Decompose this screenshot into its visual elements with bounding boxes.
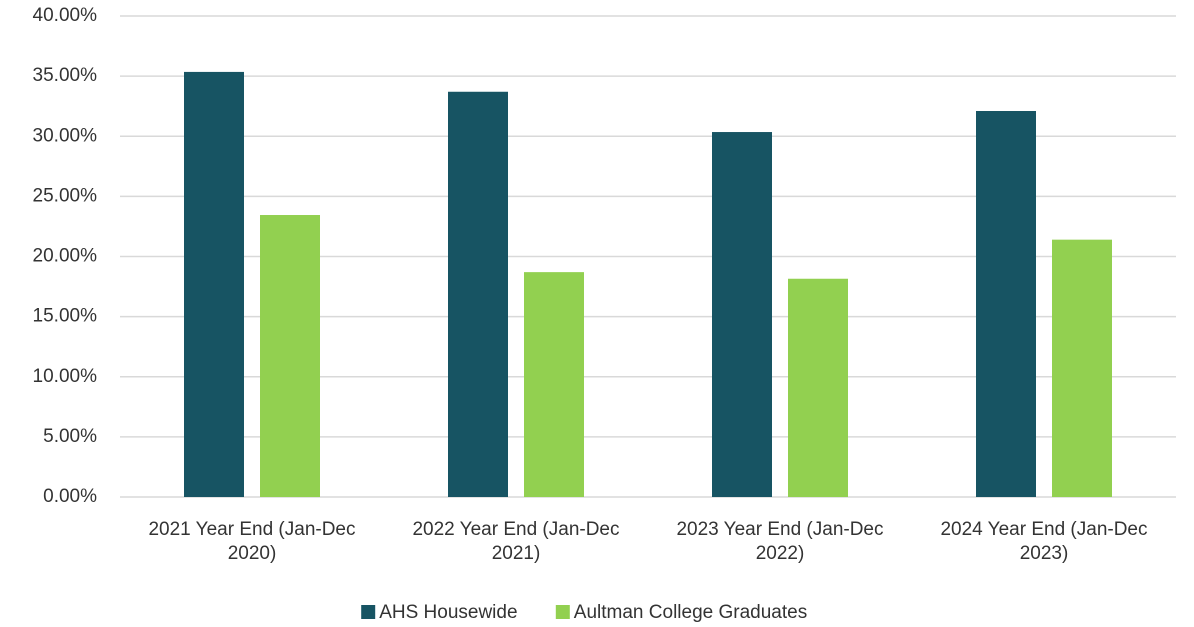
y-tick-label: 0.00% xyxy=(43,486,97,507)
bar xyxy=(976,110,1036,497)
x-tick-label: 2021 Year End (Jan-Dec 2020) xyxy=(148,519,356,564)
y-tick-label: 20.00% xyxy=(33,246,98,267)
bar xyxy=(448,91,508,497)
bar xyxy=(712,132,772,497)
x-tick-label: 2022 Year End (Jan-Dec 2021) xyxy=(412,519,620,564)
y-tick-label: 25.00% xyxy=(33,185,98,206)
bar xyxy=(260,215,320,498)
x-tick-label: 2023 Year End (Jan-Dec 2022) xyxy=(676,519,884,564)
bar xyxy=(788,278,848,497)
y-tick-label: 15.00% xyxy=(33,306,98,327)
legend-label: AHS Housewide xyxy=(379,602,517,623)
legend-swatch xyxy=(361,605,376,619)
legend-label: Aultman College Graduates xyxy=(574,602,807,623)
x-tick-label: 2024 Year End (Jan-Dec 2023) xyxy=(940,519,1148,564)
y-tick-label: 40.00% xyxy=(33,5,98,26)
bar xyxy=(524,272,584,497)
y-tick-label: 5.00% xyxy=(43,426,97,447)
bar xyxy=(184,71,244,497)
bar xyxy=(1052,239,1112,498)
y-tick-label: 30.00% xyxy=(33,125,98,146)
y-tick-label: 10.00% xyxy=(33,366,98,387)
y-tick-label: 35.00% xyxy=(33,65,98,86)
legend-swatch xyxy=(555,605,570,619)
